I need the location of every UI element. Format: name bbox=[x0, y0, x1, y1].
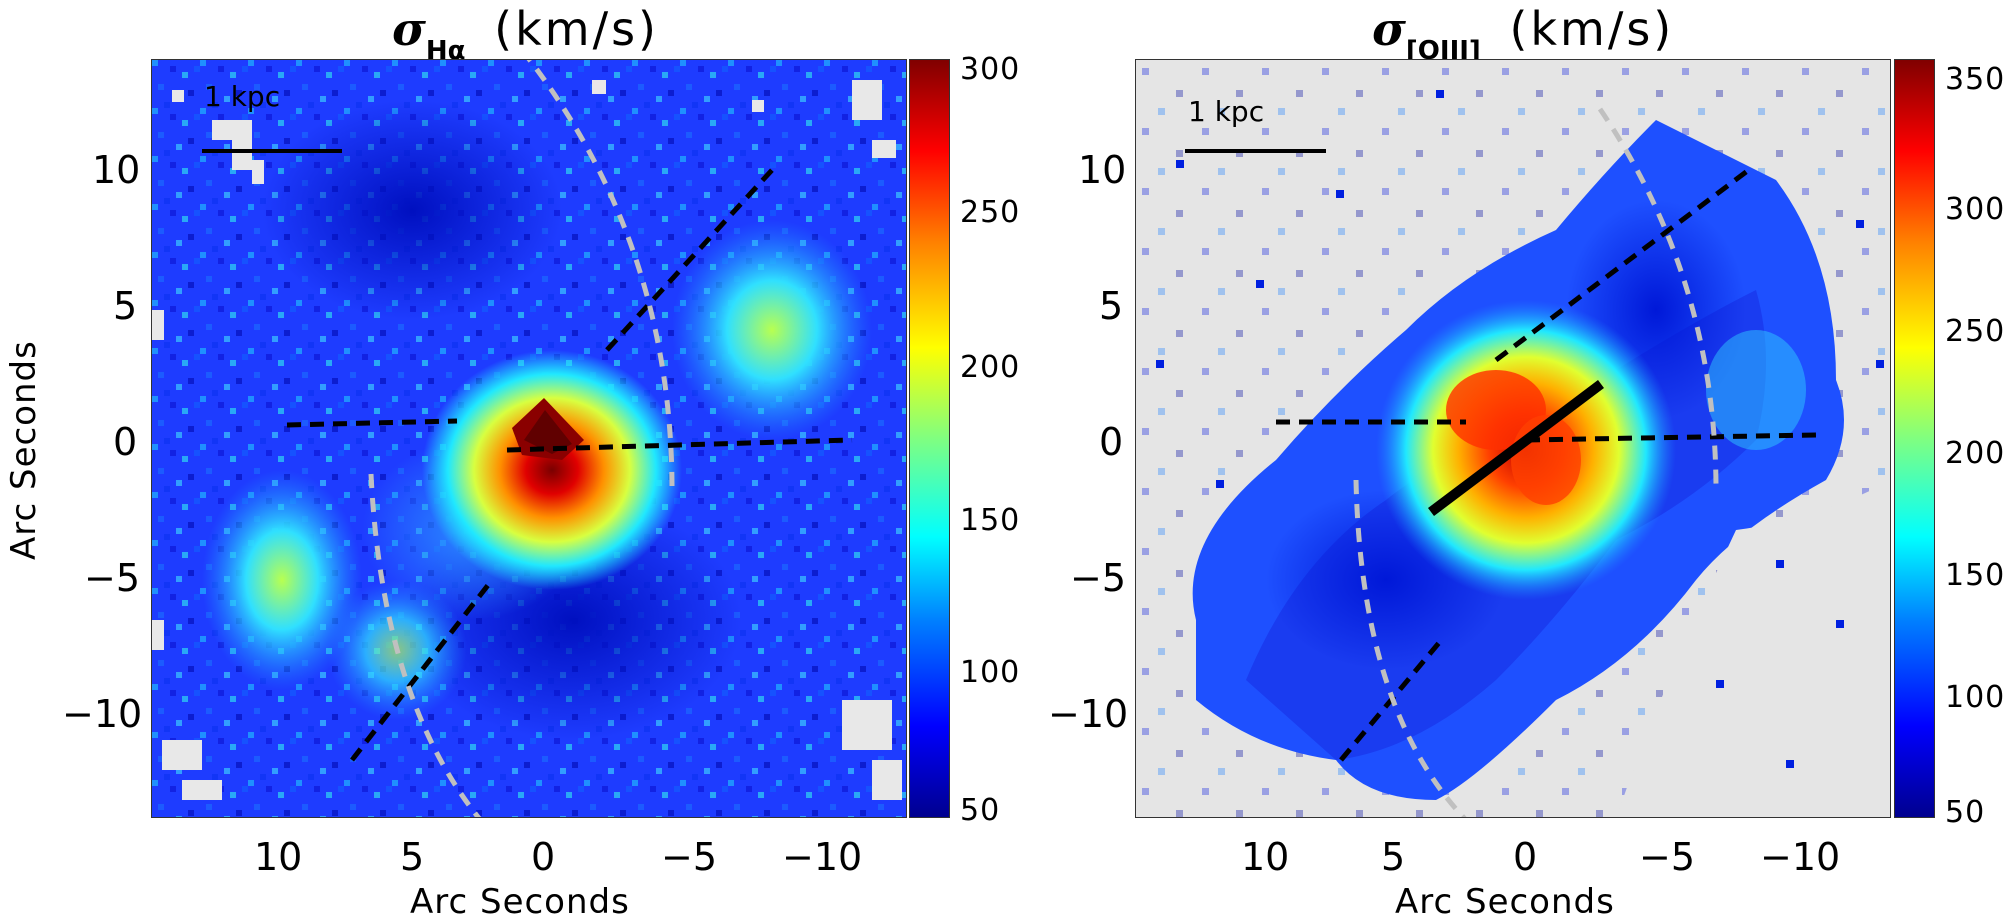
colorbar bbox=[1894, 59, 1935, 818]
y-tick: 5 bbox=[113, 284, 138, 328]
colorbar-tick: 250 bbox=[960, 195, 1021, 230]
y-tick: 10 bbox=[1078, 148, 1127, 192]
x-tick: −5 bbox=[1639, 835, 1696, 879]
colorbar-tick: 250 bbox=[1945, 314, 2003, 349]
y-tick: −10 bbox=[1048, 692, 1129, 736]
scale-bar bbox=[202, 149, 342, 153]
panel-title: σHα (km/s) bbox=[392, 2, 659, 66]
x-tick: 5 bbox=[1381, 835, 1406, 879]
colorbar-tick: 100 bbox=[1945, 680, 2003, 715]
x-tick: −10 bbox=[782, 835, 863, 879]
position-angle-line bbox=[1427, 380, 1605, 516]
title-units: (km/s) bbox=[1509, 2, 1675, 56]
y-tick: 0 bbox=[1099, 420, 1124, 464]
colorbar-tick: 100 bbox=[960, 655, 1021, 690]
panel-title: σ[OIII] (km/s) bbox=[1372, 2, 1674, 66]
arc-guides bbox=[1353, 107, 1719, 817]
x-tick: 0 bbox=[1513, 835, 1538, 879]
scale-bar-label: 1 kpc bbox=[1188, 95, 1265, 128]
x-tick: −10 bbox=[1760, 835, 1841, 879]
colorbar-tick: 50 bbox=[1945, 795, 1986, 830]
colorbar-tick: 350 bbox=[1945, 62, 2003, 97]
scale-bar bbox=[1185, 149, 1326, 153]
arc-guides bbox=[368, 60, 675, 817]
colorbar-tick: 150 bbox=[1945, 558, 2003, 593]
cone-outline bbox=[286, 168, 853, 762]
colorbar-tick: 300 bbox=[960, 52, 1021, 87]
y-tick: 0 bbox=[113, 420, 138, 464]
heatmap-graphic bbox=[1136, 60, 1890, 817]
colorbar-tick: 200 bbox=[960, 350, 1021, 385]
panel-halpha: σHα (km/s) bbox=[0, 0, 1019, 922]
y-tick: 10 bbox=[92, 148, 141, 192]
colorbar-tick: 300 bbox=[1945, 192, 2003, 227]
x-axis-title: Arc Seconds bbox=[410, 882, 630, 922]
heatmap-plot: 1 kpc bbox=[1135, 59, 1891, 818]
colorbar bbox=[909, 59, 950, 818]
y-tick: 5 bbox=[1099, 284, 1124, 328]
title-symbol: σ bbox=[392, 2, 426, 56]
title-units: (km/s) bbox=[494, 2, 659, 56]
colorbar-tick: 200 bbox=[1945, 436, 2003, 471]
colorbar-tick: 150 bbox=[960, 503, 1021, 538]
scale-bar-label: 1 kpc bbox=[204, 80, 281, 113]
y-tick: −10 bbox=[62, 692, 143, 736]
heatmap-plot: 1 kpc bbox=[151, 59, 907, 818]
y-tick: −5 bbox=[1070, 556, 1127, 600]
colorbar-tick: 50 bbox=[960, 793, 1001, 828]
scattered-pixels bbox=[1156, 90, 1884, 768]
heatmap-graphic bbox=[152, 60, 906, 817]
x-axis-title: Arc Seconds bbox=[1395, 882, 1615, 922]
x-tick: 5 bbox=[400, 835, 425, 879]
x-tick: 10 bbox=[254, 835, 303, 879]
masked-pixels bbox=[152, 80, 902, 800]
title-symbol: σ bbox=[1372, 2, 1406, 56]
x-tick: 0 bbox=[531, 835, 556, 879]
x-tick: 10 bbox=[1241, 835, 1290, 879]
y-tick: −5 bbox=[84, 556, 141, 600]
x-tick: −5 bbox=[661, 835, 718, 879]
